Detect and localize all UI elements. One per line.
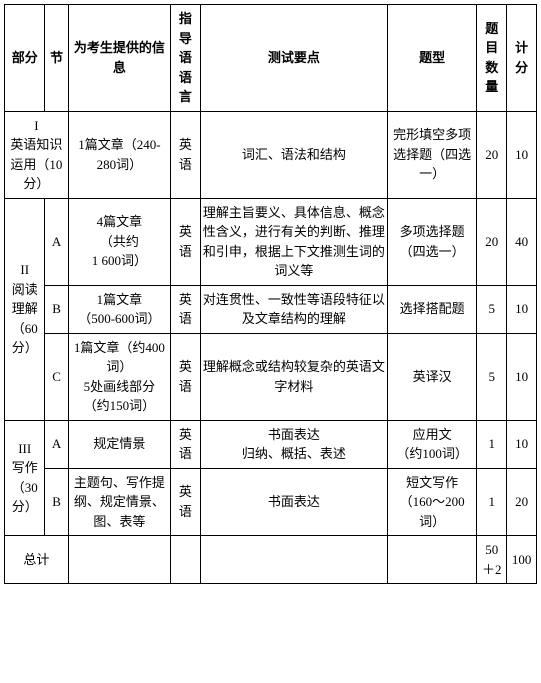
col-score: 计分: [507, 5, 537, 112]
cell-info: 规定情景: [68, 420, 170, 468]
table-row: II阅读理解（60分） A 4篇文章（共约1 600词） 英语 理解主旨要义、具…: [5, 198, 537, 285]
cell-type: 选择搭配题: [388, 285, 477, 333]
cell-type: 应用文（约100词）: [388, 420, 477, 468]
cell-lang: 英语: [170, 468, 200, 536]
cell-score: 40: [507, 198, 537, 285]
cell-lang: 英语: [170, 333, 200, 420]
cell-empty: [388, 536, 477, 584]
cell-qty: 20: [477, 111, 507, 198]
cell-part: III写作（30分）: [5, 420, 45, 536]
cell-total-label: 总计: [5, 536, 69, 584]
cell-lang: 英语: [170, 420, 200, 468]
cell-type: 短文写作（160～200词）: [388, 468, 477, 536]
cell-point: 书面表达归纳、概括、表述: [200, 420, 387, 468]
table-total-row: 总计 50＋2 100: [5, 536, 537, 584]
cell-score: 20: [507, 468, 537, 536]
cell-total-qty: 50＋2: [477, 536, 507, 584]
cell-info: 主题句、写作提纲、规定情景、图、表等: [68, 468, 170, 536]
col-lang: 指导语语言: [170, 5, 200, 112]
cell-lang: 英语: [170, 285, 200, 333]
cell-score: 10: [507, 420, 537, 468]
table-header-row: 部分 节 为考生提供的信息 指导语语言 测试要点 题型 题目数量 计分: [5, 5, 537, 112]
col-point: 测试要点: [200, 5, 387, 112]
table-row: B 1篇文章（500-600词） 英语 对连贯性、一致性等语段特征以及文章结构的…: [5, 285, 537, 333]
col-part: 部分: [5, 5, 45, 112]
table-row: B 主题句、写作提纲、规定情景、图、表等 英语 书面表达 短文写作（160～20…: [5, 468, 537, 536]
cell-empty: [68, 536, 170, 584]
col-info: 为考生提供的信息: [68, 5, 170, 112]
cell-info: 4篇文章（共约1 600词）: [68, 198, 170, 285]
cell-sec: B: [45, 285, 68, 333]
cell-qty: 20: [477, 198, 507, 285]
cell-qty: 5: [477, 285, 507, 333]
cell-point: 词汇、语法和结构: [200, 111, 387, 198]
exam-structure-table: 部分 节 为考生提供的信息 指导语语言 测试要点 题型 题目数量 计分 I英语知…: [4, 4, 537, 584]
cell-info: 1篇文章（约400词）5处画线部分（约150词）: [68, 333, 170, 420]
cell-qty: 1: [477, 468, 507, 536]
cell-info: 1篇文章（240-280词）: [68, 111, 170, 198]
cell-empty: [200, 536, 387, 584]
cell-type: 英译汉: [388, 333, 477, 420]
cell-sec: A: [45, 420, 68, 468]
cell-total-score: 100: [507, 536, 537, 584]
col-qty: 题目数量: [477, 5, 507, 112]
cell-sec: B: [45, 468, 68, 536]
cell-point: 对连贯性、一致性等语段特征以及文章结构的理解: [200, 285, 387, 333]
cell-empty: [170, 536, 200, 584]
cell-lang: 英语: [170, 111, 200, 198]
col-type: 题型: [388, 5, 477, 112]
cell-score: 10: [507, 111, 537, 198]
cell-type: 完形填空多项选择题（四选一）: [388, 111, 477, 198]
cell-sec: C: [45, 333, 68, 420]
table-row: III写作（30分） A 规定情景 英语 书面表达归纳、概括、表述 应用文（约1…: [5, 420, 537, 468]
cell-part: II阅读理解（60分）: [5, 198, 45, 420]
table-row: I英语知识运用（10分） 1篇文章（240-280词） 英语 词汇、语法和结构 …: [5, 111, 537, 198]
col-section: 节: [45, 5, 68, 112]
cell-type: 多项选择题（四选一）: [388, 198, 477, 285]
cell-qty: 5: [477, 333, 507, 420]
cell-point: 理解主旨要义、具体信息、概念性含义，进行有关的判断、推理和引申，根据上下文推测生…: [200, 198, 387, 285]
cell-qty: 1: [477, 420, 507, 468]
cell-lang: 英语: [170, 198, 200, 285]
table-row: C 1篇文章（约400词）5处画线部分（约150词） 英语 理解概念或结构较复杂…: [5, 333, 537, 420]
cell-info: 1篇文章（500-600词）: [68, 285, 170, 333]
cell-sec: A: [45, 198, 68, 285]
cell-part: I英语知识运用（10分）: [5, 111, 69, 198]
cell-score: 10: [507, 333, 537, 420]
cell-point: 书面表达: [200, 468, 387, 536]
cell-point: 理解概念或结构较复杂的英语文字材料: [200, 333, 387, 420]
cell-score: 10: [507, 285, 537, 333]
